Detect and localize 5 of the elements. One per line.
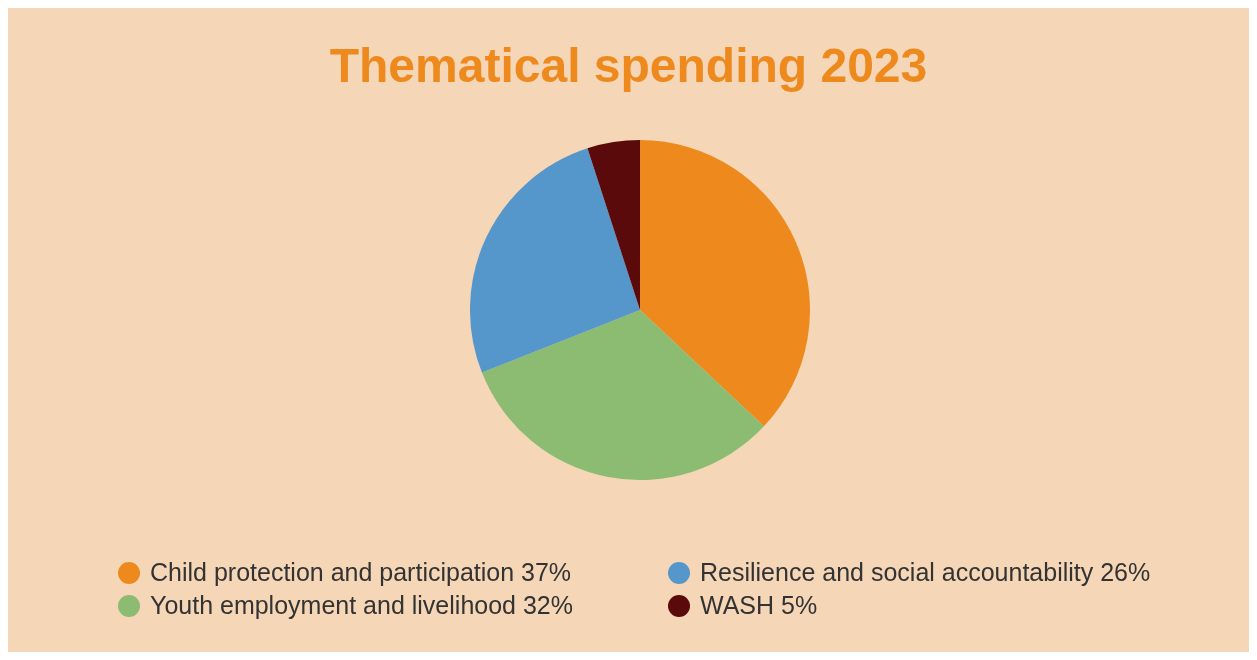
legend-label: WASH 5% — [700, 591, 818, 620]
legend-label: Resilience and social accountability 26% — [700, 558, 1151, 587]
chart-title: Thematical spending 2023 — [328, 38, 929, 93]
legend-label: Child protection and participation 37% — [150, 558, 572, 587]
legend-label: Youth employment and livelihood 32% — [150, 591, 573, 620]
